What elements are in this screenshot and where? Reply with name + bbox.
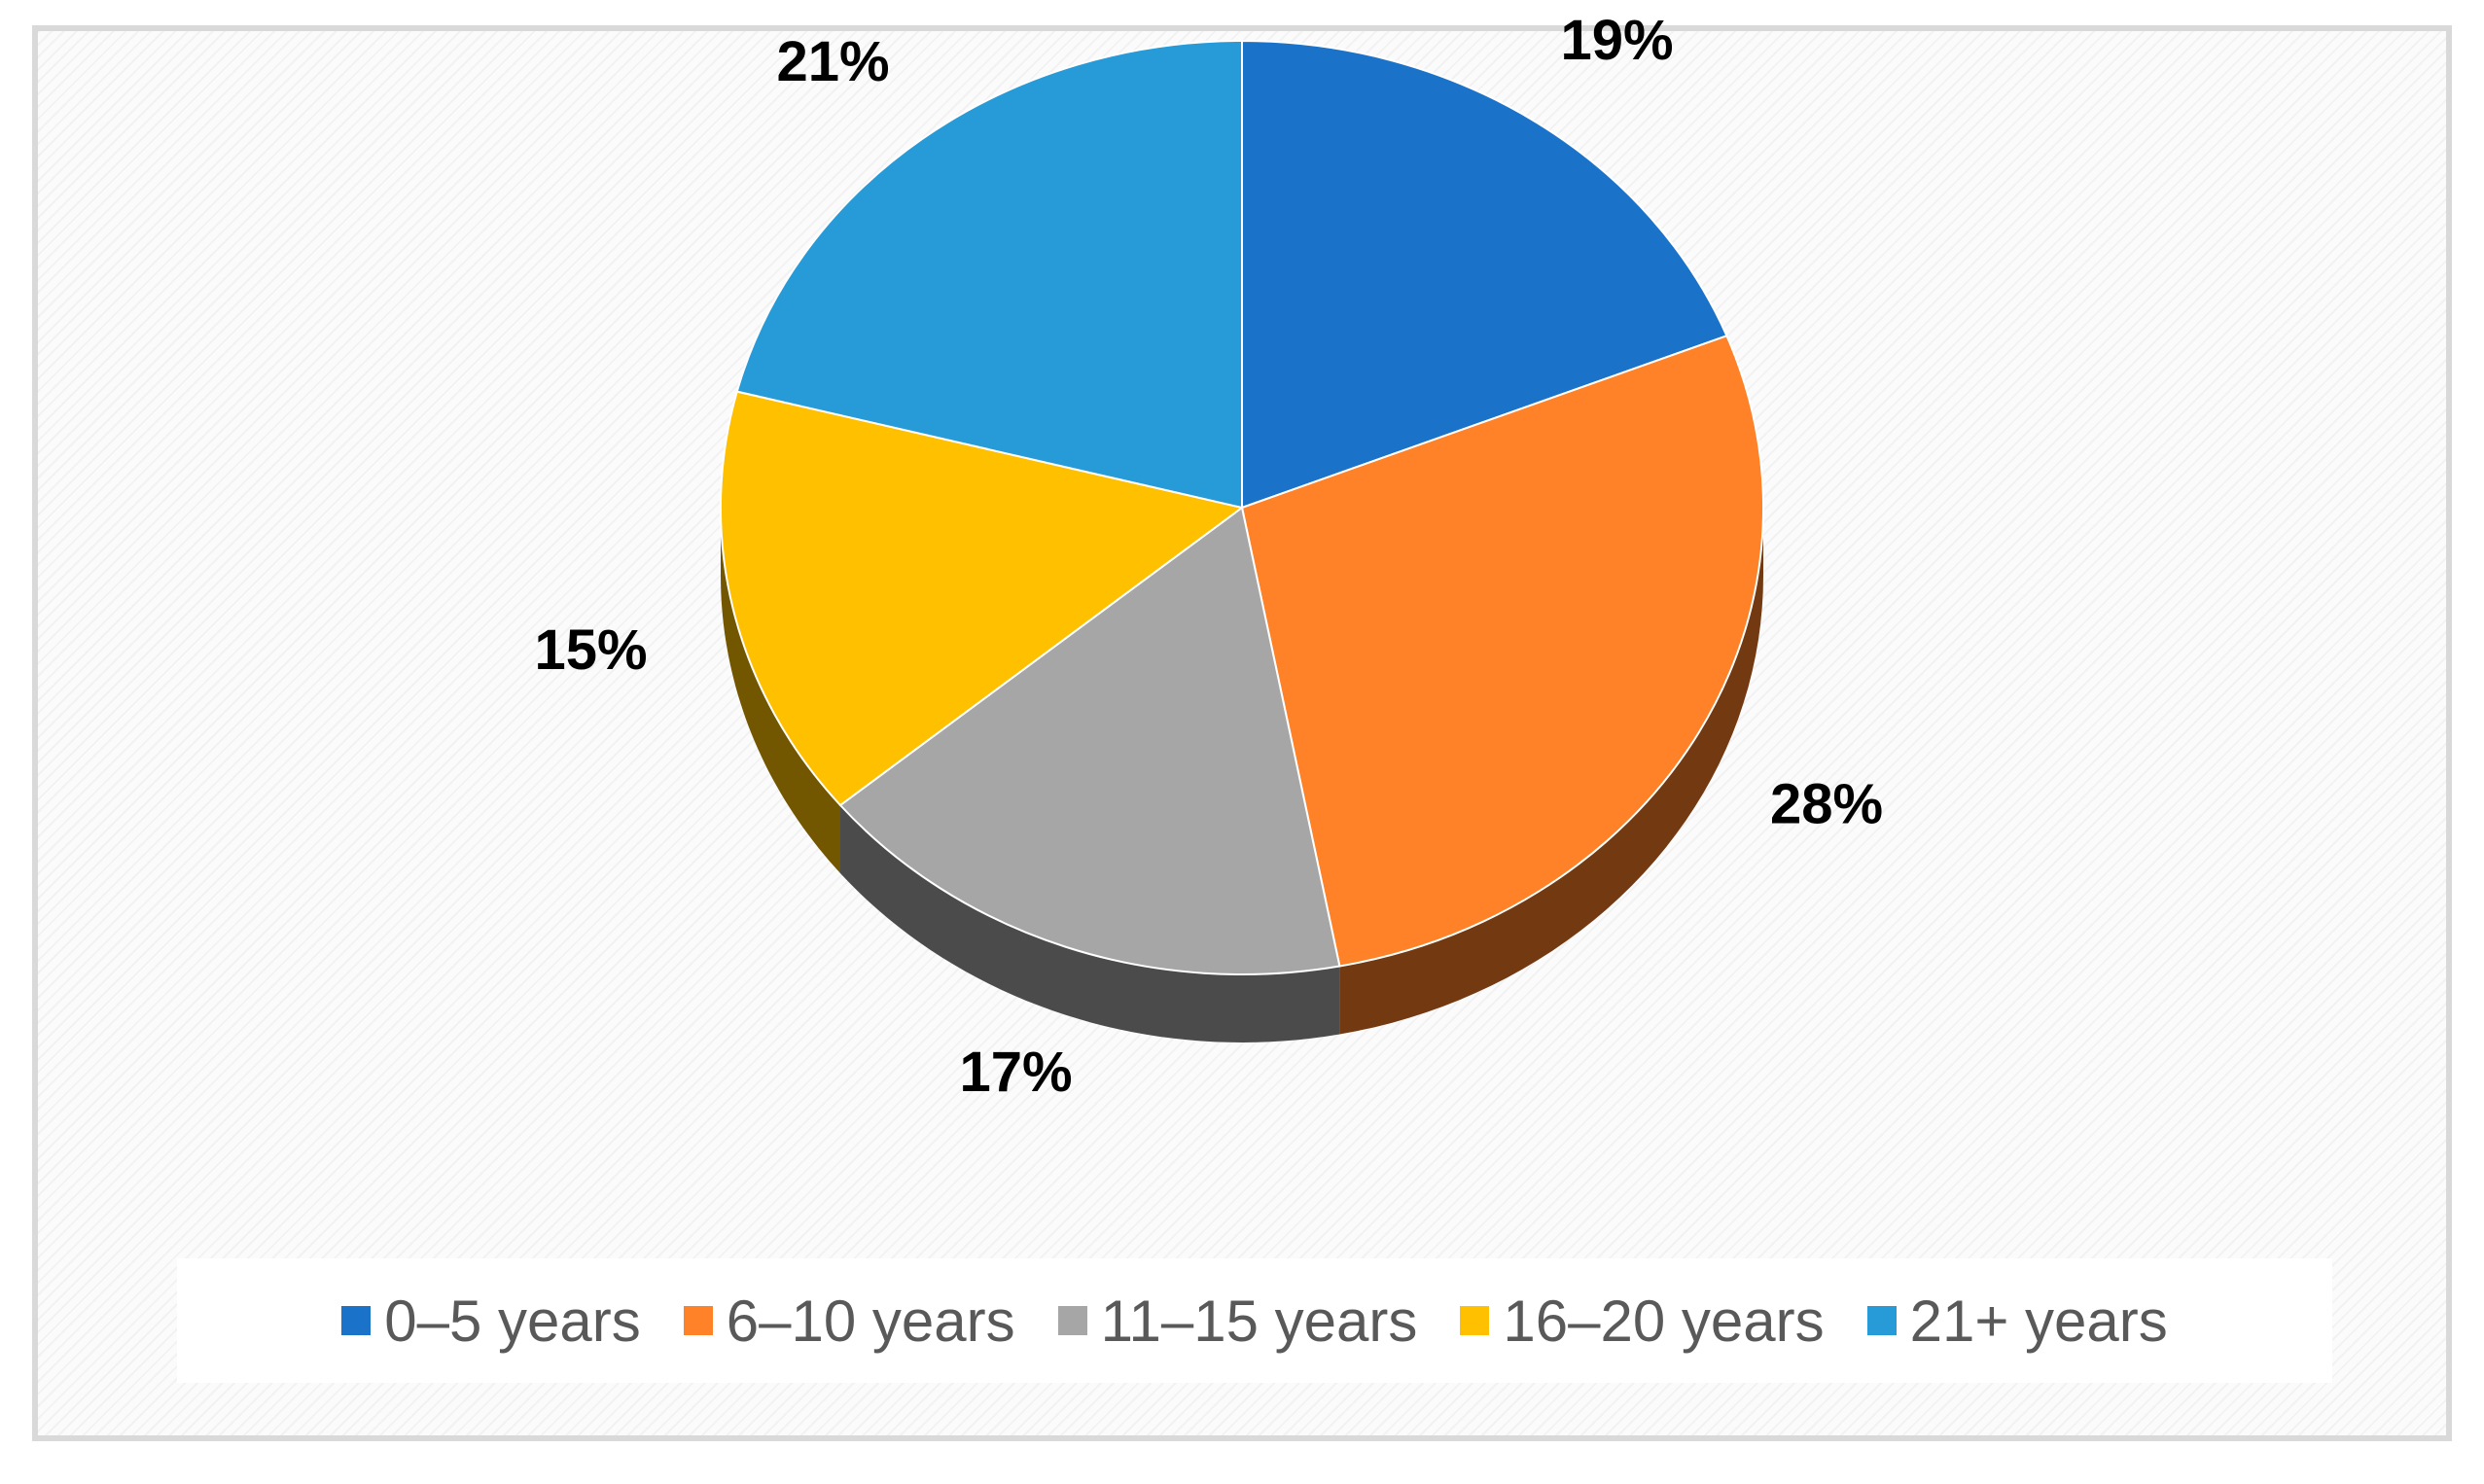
legend-item-21-plus-years: 21+ years <box>1866 1288 2168 1355</box>
data-label-11-15-years: 17% <box>960 1041 1073 1104</box>
data-label-21-plus-years: 21% <box>776 30 889 93</box>
data-label-6-10-years: 28% <box>1770 772 1883 835</box>
pie-side-11-15-years <box>840 805 1340 1042</box>
legend-label: 11–15 years <box>1100 1288 1418 1354</box>
legend-item-6-10-years: 6–10 years <box>683 1288 1015 1355</box>
data-label-layer: 19% 28% 17% 15% 21% <box>534 9 1883 1104</box>
legend-swatch <box>1460 1306 1490 1335</box>
legend-swatch <box>341 1306 372 1335</box>
pie-side-6-10-years <box>1339 508 1763 1035</box>
legend-label: 21+ years <box>1909 1288 2168 1354</box>
legend-label: 16–20 years <box>1503 1288 1825 1354</box>
pie-side-layer <box>721 508 1763 1042</box>
data-label-16-20-years: 15% <box>534 618 647 682</box>
pie-slice-11-15-years <box>838 506 1341 975</box>
legend-swatch <box>1057 1306 1087 1335</box>
data-label-0-5-years: 19% <box>1561 9 1674 72</box>
pie-slice-21-plus-years <box>735 39 1243 510</box>
pie-slice-16-20-years <box>719 390 1245 807</box>
pie-slice-0-5-years <box>1241 39 1728 510</box>
legend-label: 6–10 years <box>726 1288 1015 1354</box>
legend-swatch <box>1866 1306 1897 1335</box>
legend-label: 0–5 years <box>384 1288 641 1354</box>
legend-item-0-5-years: 0–5 years <box>341 1288 641 1355</box>
pie-slice-6-10-years <box>1240 335 1764 968</box>
legend-swatch <box>683 1306 713 1335</box>
pie-side-16-20-years <box>721 508 840 873</box>
legend: 0–5 years 6–10 years 11–15 years 16–20 y… <box>177 1258 2332 1383</box>
legend-item-16-20-years: 16–20 years <box>1460 1288 1825 1355</box>
pie-top-layer <box>719 39 1764 975</box>
legend-item-11-15-years: 11–15 years <box>1057 1288 1418 1355</box>
